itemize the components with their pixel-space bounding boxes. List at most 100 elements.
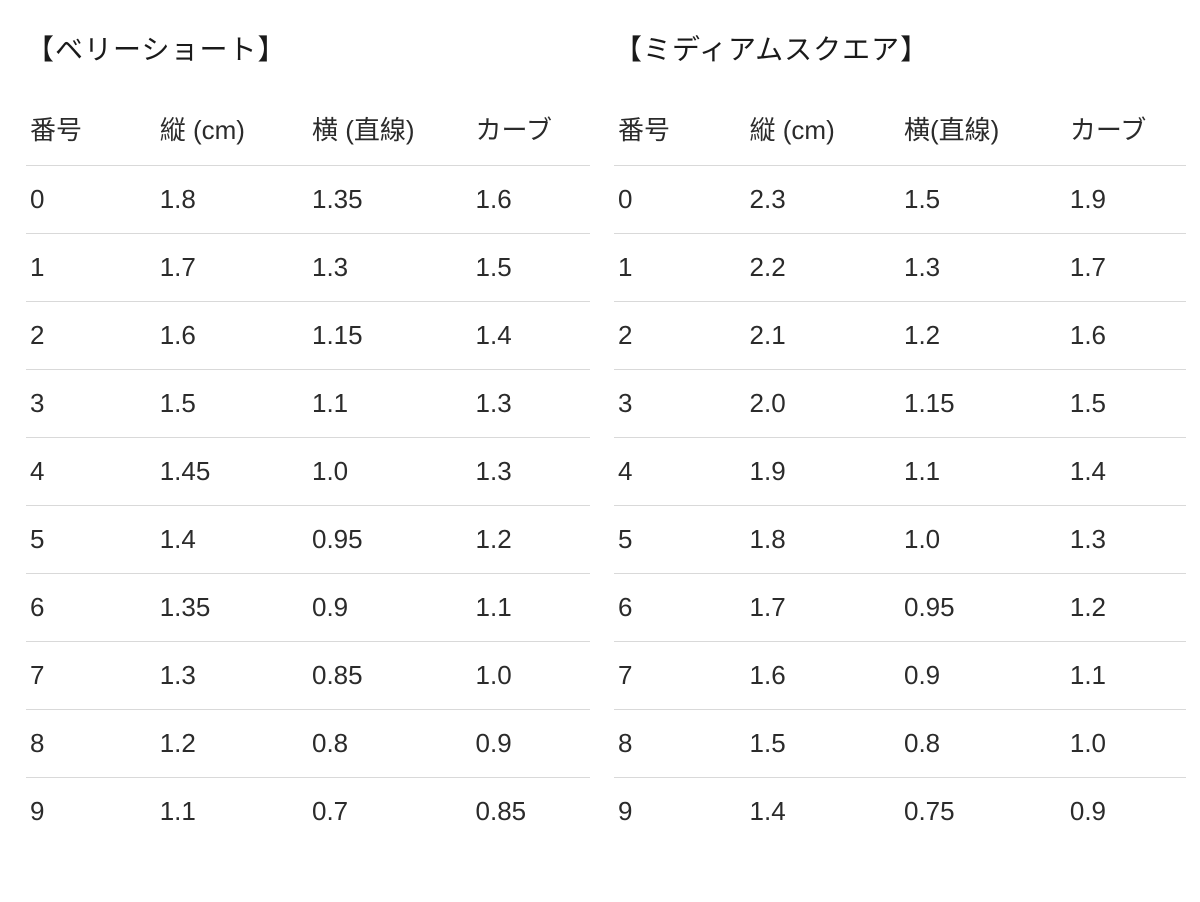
right-cell: 1.9 [746,438,900,506]
right-cell: 2.2 [746,234,900,302]
right-col-1: 縦 (cm) [746,92,900,166]
left-row: 21.61.151.4 [26,302,590,370]
left-cell: 1.1 [472,574,590,642]
left-cell: 0.9 [472,710,590,778]
right-header-row: 番号 縦 (cm) 横(直線) カーブ [614,92,1186,166]
left-col-2: 横 (直線) [308,92,472,166]
right-cell: 1.15 [900,370,1066,438]
left-col-1: 縦 (cm) [156,92,308,166]
right-cell: 1.9 [1066,166,1186,234]
left-tbody: 01.81.351.611.71.31.521.61.151.431.51.11… [26,166,590,846]
right-row: 81.50.81.0 [614,710,1186,778]
right-cell: 2.1 [746,302,900,370]
right-cell: 0.75 [900,778,1066,846]
right-cell: 1.8 [746,506,900,574]
left-row: 61.350.91.1 [26,574,590,642]
left-cell: 1.0 [308,438,472,506]
left-cell: 1.3 [308,234,472,302]
right-cell: 1.7 [746,574,900,642]
right-cell: 1.5 [1066,370,1186,438]
left-cell: 1.8 [156,166,308,234]
left-cell: 1.1 [308,370,472,438]
left-table: 番号 縦 (cm) 横 (直線) カーブ 01.81.351.611.71.31… [26,92,590,845]
right-row: 71.60.91.1 [614,642,1186,710]
right-cell: 1.6 [746,642,900,710]
left-cell: 1.2 [156,710,308,778]
right-cell: 2.3 [746,166,900,234]
left-cell: 1.5 [472,234,590,302]
right-cell: 0.9 [1066,778,1186,846]
left-cell: 1.35 [308,166,472,234]
left-col-3: カーブ [472,92,590,166]
right-cell: 4 [614,438,746,506]
right-cell: 1.4 [746,778,900,846]
right-row: 32.01.151.5 [614,370,1186,438]
left-cell: 0.8 [308,710,472,778]
right-row: 41.91.11.4 [614,438,1186,506]
right-cell: 1.1 [1066,642,1186,710]
left-cell: 1.2 [472,506,590,574]
right-cell: 1.2 [900,302,1066,370]
right-cell: 1 [614,234,746,302]
left-cell: 1.4 [472,302,590,370]
left-row: 71.30.851.0 [26,642,590,710]
right-cell: 6 [614,574,746,642]
right-row: 02.31.51.9 [614,166,1186,234]
left-cell: 1.3 [472,370,590,438]
left-cell: 3 [26,370,156,438]
left-row: 11.71.31.5 [26,234,590,302]
left-row: 41.451.01.3 [26,438,590,506]
left-cell: 6 [26,574,156,642]
left-row: 91.10.70.85 [26,778,590,846]
right-cell: 0.95 [900,574,1066,642]
left-row: 51.40.951.2 [26,506,590,574]
left-cell: 2 [26,302,156,370]
left-cell: 1.3 [472,438,590,506]
left-panel: 【ベリーショート】 番号 縦 (cm) 横 (直線) カーブ 01.81.351… [0,0,600,902]
right-cell: 7 [614,642,746,710]
left-cell: 1.4 [156,506,308,574]
right-cell: 3 [614,370,746,438]
right-col-2: 横(直線) [900,92,1066,166]
left-title: 【ベリーショート】 [26,28,590,68]
right-cell: 0 [614,166,746,234]
right-row: 22.11.21.6 [614,302,1186,370]
left-header-row: 番号 縦 (cm) 横 (直線) カーブ [26,92,590,166]
right-cell: 1.0 [900,506,1066,574]
right-panel: 【ミディアムスクエア】 番号 縦 (cm) 横(直線) カーブ 02.31.51… [600,0,1200,902]
right-cell: 0.8 [900,710,1066,778]
left-cell: 1.6 [156,302,308,370]
left-row: 31.51.11.3 [26,370,590,438]
right-cell: 1.3 [1066,506,1186,574]
right-cell: 1.1 [900,438,1066,506]
right-row: 12.21.31.7 [614,234,1186,302]
right-cell: 9 [614,778,746,846]
left-cell: 0.9 [308,574,472,642]
left-cell: 0 [26,166,156,234]
left-row: 01.81.351.6 [26,166,590,234]
right-title: 【ミディアムスクエア】 [614,28,1186,68]
right-tbody: 02.31.51.912.21.31.722.11.21.632.01.151.… [614,166,1186,846]
right-cell: 2 [614,302,746,370]
left-cell: 5 [26,506,156,574]
right-cell: 2.0 [746,370,900,438]
left-col-0: 番号 [26,92,156,166]
left-cell: 1.5 [156,370,308,438]
left-cell: 1.3 [156,642,308,710]
left-cell: 1.35 [156,574,308,642]
left-cell: 1.15 [308,302,472,370]
left-cell: 8 [26,710,156,778]
left-cell: 1.6 [472,166,590,234]
right-cell: 5 [614,506,746,574]
left-cell: 0.95 [308,506,472,574]
right-cell: 1.6 [1066,302,1186,370]
right-row: 61.70.951.2 [614,574,1186,642]
left-cell: 7 [26,642,156,710]
right-row: 91.40.750.9 [614,778,1186,846]
left-cell: 0.85 [308,642,472,710]
left-cell: 1.1 [156,778,308,846]
left-cell: 4 [26,438,156,506]
left-cell: 1.0 [472,642,590,710]
right-cell: 1.4 [1066,438,1186,506]
right-cell: 1.0 [1066,710,1186,778]
